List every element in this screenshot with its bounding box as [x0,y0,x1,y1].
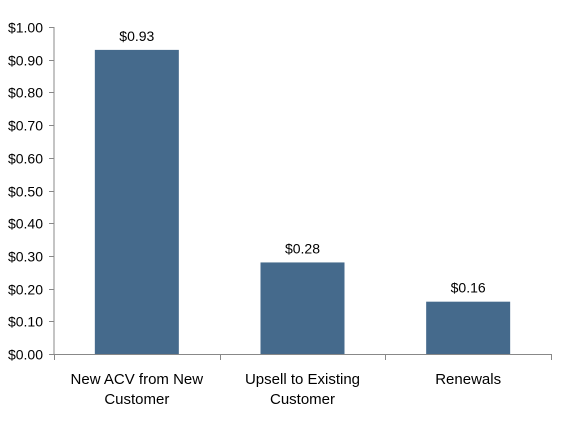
data-label-2: $0.28 [285,240,320,256]
y-tick-label: $0.90 [8,53,43,69]
category-label-1: New ACV from New [71,371,204,388]
category-label-2: Customer [270,391,335,408]
data-label-1: $0.93 [119,28,154,44]
y-tick-label: $0.50 [8,184,43,200]
x-axis: New ACV from New Customer Upsell to Existi… [54,354,552,408]
y-tick-label: $0.10 [8,314,43,330]
y-tick-label: $0.20 [8,282,43,298]
y-tick-label: $0.80 [8,85,43,101]
category-label-3: Renewals [435,371,501,388]
y-axis: $0.00 $0.10 $0.20 $0.30 $0.40 $0.50 $0.60 $0.70… [8,20,55,363]
y-tick-label: $0.70 [8,118,43,134]
y-tick-label: $0.40 [8,216,43,232]
category-label-2: Upsell to Existing [245,371,360,388]
bar-1 [94,49,179,354]
bar-2 [260,262,345,354]
category-label-1: Customer [104,391,169,408]
bar-3 [426,301,511,354]
bars: $0.93 $0.28 $0.16 [94,28,511,354]
y-tick-label: $0.60 [8,151,43,167]
y-tick-label: $0.30 [8,249,43,265]
y-tick-label: $0.00 [8,347,43,363]
y-tick-label: $1.00 [8,20,43,36]
data-label-3: $0.16 [451,280,486,296]
